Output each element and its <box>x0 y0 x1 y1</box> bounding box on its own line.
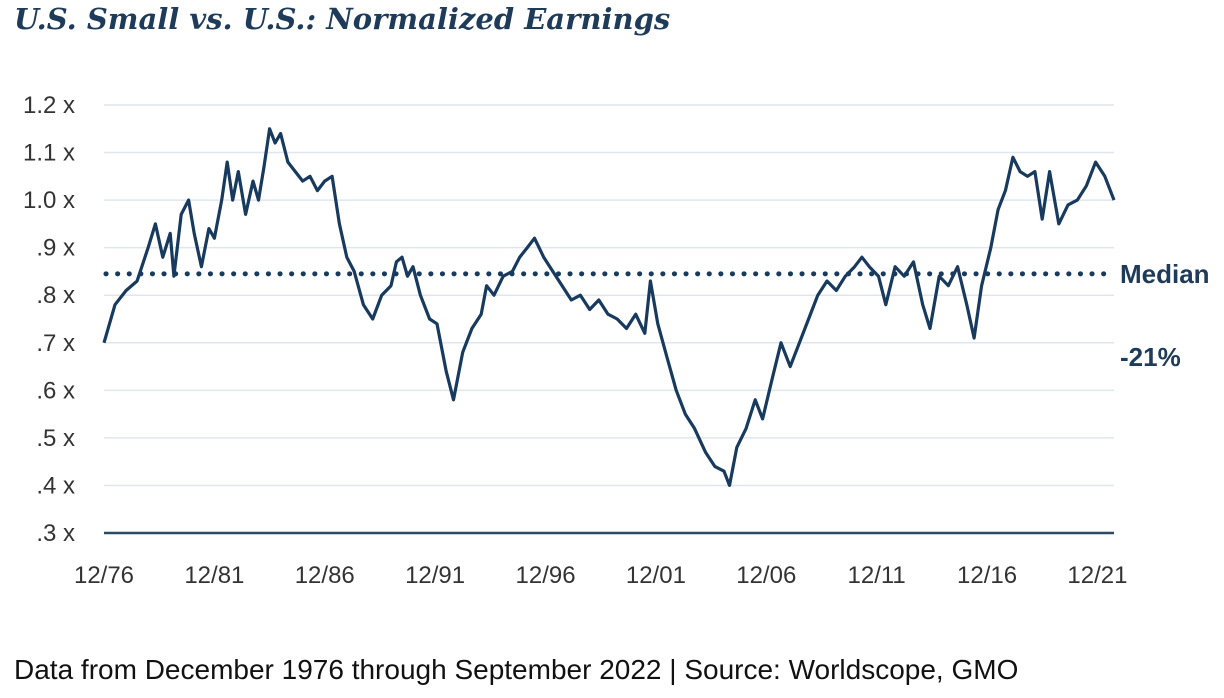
y-tick-label: .5 x <box>36 425 75 452</box>
gridlines <box>104 104 1114 487</box>
y-tick-label: .9 x <box>36 235 75 262</box>
x-tick-label: 12/86 <box>295 562 355 589</box>
y-tick-label: .3 x <box>36 520 75 547</box>
x-tick-label: 12/96 <box>516 562 576 589</box>
line-chart: .3 x .4 x .5 x .6 x .7 x .8 x .9 x 1.0 x 1.1 x 1.… <box>23 92 1210 589</box>
x-tick-label: 12/91 <box>405 562 465 589</box>
y-tick-label: .8 x <box>36 282 75 309</box>
x-tick-label: 12/06 <box>736 562 796 589</box>
change-annotation: -21% <box>1120 342 1181 372</box>
x-tick-label: 12/11 <box>848 562 906 589</box>
y-tick-label: 1.1 x <box>23 140 75 167</box>
chart-caption: Data from December 1976 through Septembe… <box>14 654 1019 685</box>
x-tick-label: 12/16 <box>957 562 1017 589</box>
chart-title: U.S. Small vs. U.S.: Normalized Earnings <box>14 2 671 36</box>
y-tick-label: 1.0 x <box>23 187 75 214</box>
y-tick-label: .6 x <box>36 377 75 404</box>
series-group <box>102 127 1116 487</box>
annotation-group: Median -21% <box>1120 259 1210 372</box>
y-tick-label: .7 x <box>36 330 75 357</box>
axis-group: .3 x .4 x .5 x .6 x .7 x .8 x .9 x 1.0 x 1.1 x 1.… <box>23 92 1128 589</box>
x-tick-label: 12/21 <box>1067 562 1127 589</box>
y-tick-label: .4 x <box>36 472 75 499</box>
x-tick-label: 12/76 <box>74 562 134 589</box>
series-line <box>102 127 1116 487</box>
x-tick-label: 12/81 <box>184 562 244 589</box>
y-tick-label: 1.2 x <box>23 92 75 119</box>
median-label: Median <box>1120 259 1210 289</box>
x-tick-label: 12/01 <box>626 562 686 589</box>
